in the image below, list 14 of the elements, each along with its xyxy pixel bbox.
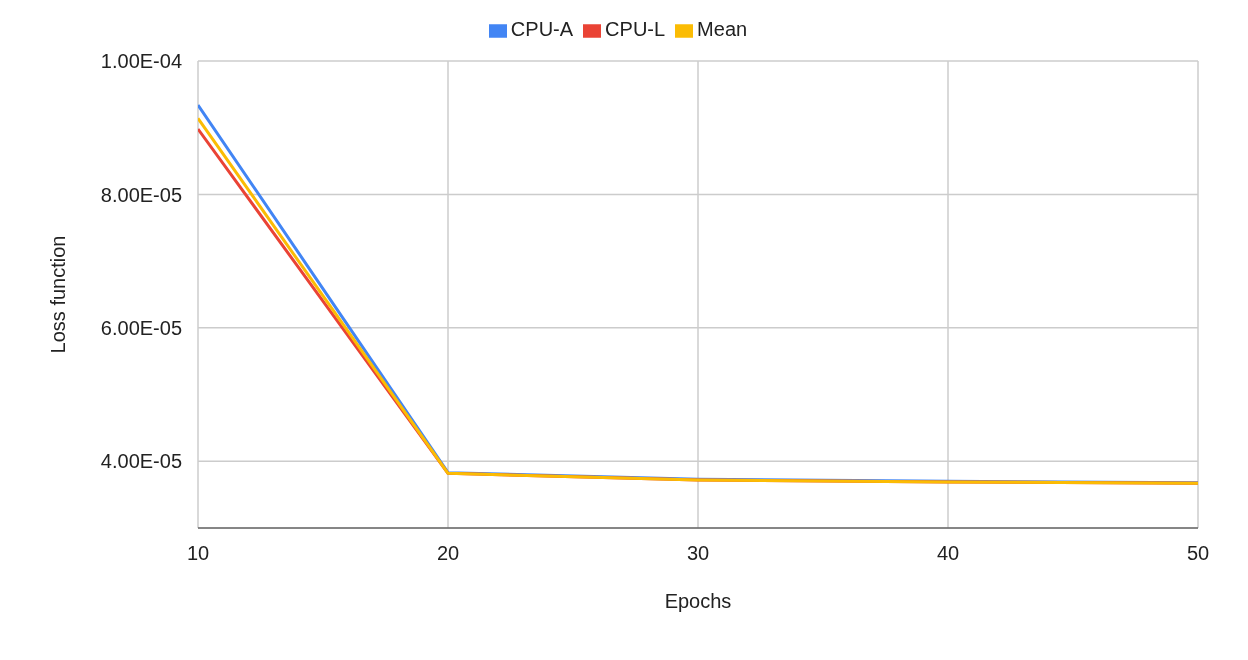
y-tick-label: 1.00E-04 xyxy=(100,50,182,73)
legend-label: CPU-A xyxy=(510,18,574,40)
y-tick-label: 4.00E-05 xyxy=(100,450,182,473)
y-axis-title: Loss function xyxy=(47,235,70,354)
x-axis-title: Epochs xyxy=(664,590,732,612)
y-tick-label: 6.00E-05 xyxy=(100,316,182,339)
y-tick-label: 8.00E-05 xyxy=(100,183,182,206)
legend-label: Mean xyxy=(697,18,748,40)
x-tick-label: 30 xyxy=(686,542,710,565)
x-tick-label: 50 xyxy=(1186,542,1210,565)
x-tick-label: 10 xyxy=(186,542,210,565)
legend-label: CPU-L xyxy=(605,18,666,40)
x-tick-label: 20 xyxy=(436,542,460,565)
x-tick-label: 40 xyxy=(936,542,960,565)
